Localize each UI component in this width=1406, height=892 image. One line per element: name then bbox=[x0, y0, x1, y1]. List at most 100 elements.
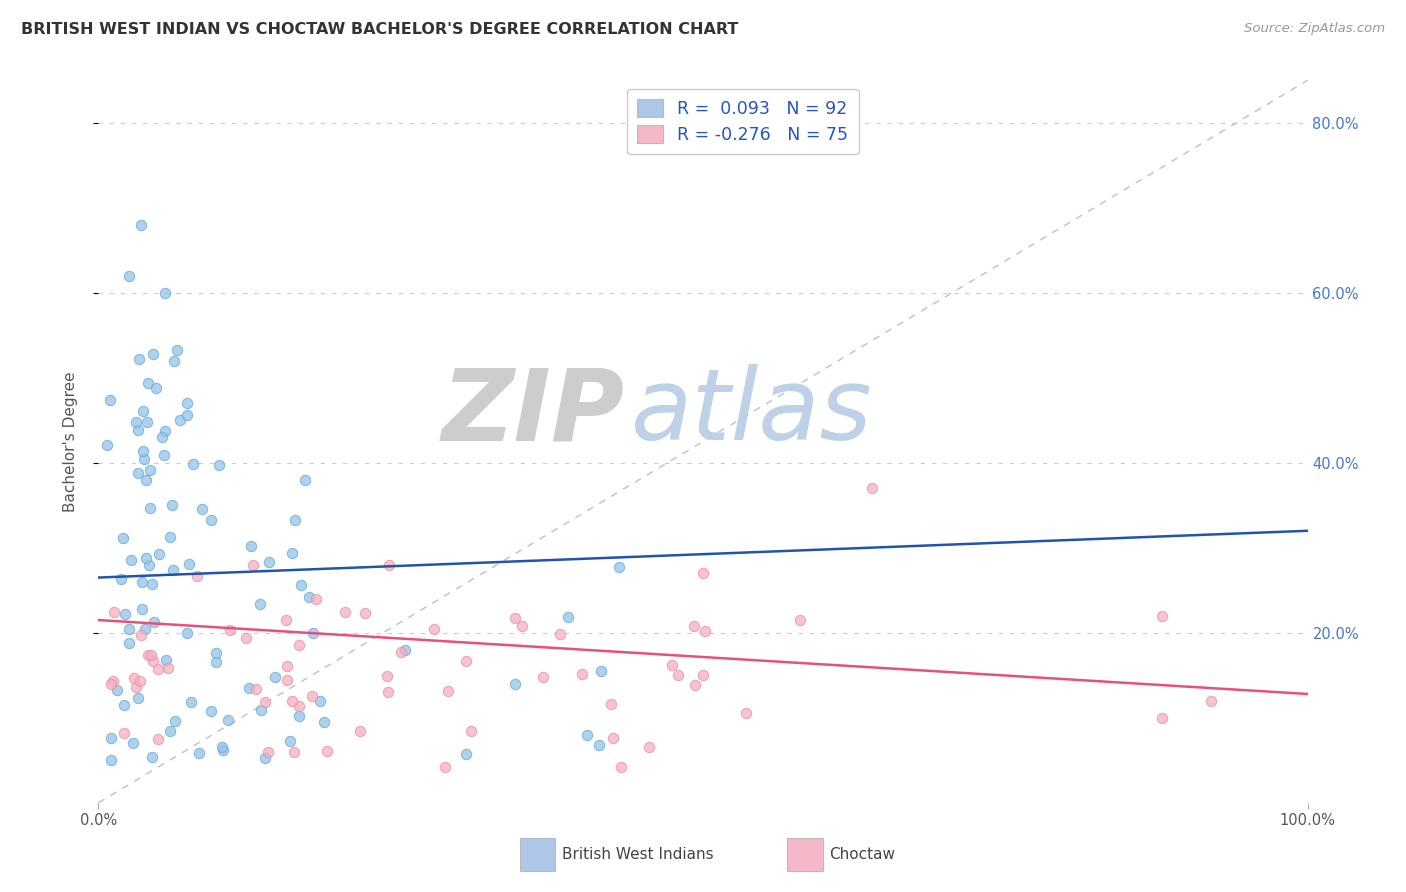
Text: Choctaw: Choctaw bbox=[830, 847, 896, 863]
Point bbox=[127, 467, 149, 481]
Point bbox=[288, 698, 311, 713]
Point bbox=[333, 605, 356, 619]
Point bbox=[245, 682, 267, 697]
Point bbox=[349, 724, 371, 739]
Point bbox=[118, 622, 141, 636]
Point bbox=[305, 591, 328, 606]
Point bbox=[505, 611, 527, 625]
Point bbox=[257, 556, 280, 570]
Point bbox=[454, 747, 477, 761]
Point bbox=[153, 424, 176, 438]
Legend: R =  0.093   N = 92, R = -0.276   N = 75: R = 0.093 N = 92, R = -0.276 N = 75 bbox=[627, 89, 859, 154]
Point bbox=[278, 734, 301, 748]
FancyBboxPatch shape bbox=[787, 838, 823, 871]
Text: Source: ZipAtlas.com: Source: ZipAtlas.com bbox=[1244, 22, 1385, 36]
Point bbox=[112, 725, 135, 739]
Point bbox=[692, 668, 714, 682]
Point bbox=[287, 708, 309, 723]
Point bbox=[683, 678, 706, 692]
Point bbox=[589, 665, 612, 679]
Point bbox=[136, 648, 159, 662]
Point bbox=[159, 531, 181, 545]
Point bbox=[274, 613, 297, 627]
Point bbox=[1152, 711, 1174, 725]
Point bbox=[136, 376, 159, 391]
Point bbox=[503, 676, 526, 690]
Point bbox=[150, 430, 173, 444]
Point bbox=[122, 671, 145, 685]
Point bbox=[735, 706, 758, 721]
Point bbox=[169, 413, 191, 427]
Point bbox=[588, 738, 610, 752]
Point bbox=[153, 285, 176, 300]
Point bbox=[456, 654, 478, 668]
Point bbox=[301, 690, 323, 704]
Point bbox=[159, 723, 181, 738]
Y-axis label: Bachelor's Degree: Bachelor's Degree bbox=[63, 371, 77, 512]
Point bbox=[105, 682, 128, 697]
Point bbox=[176, 625, 198, 640]
Point bbox=[666, 667, 689, 681]
Point bbox=[249, 597, 271, 611]
Point bbox=[290, 577, 312, 591]
Point bbox=[394, 642, 416, 657]
Point bbox=[100, 677, 122, 691]
Point bbox=[132, 404, 155, 418]
Point bbox=[211, 739, 233, 754]
Point bbox=[186, 568, 208, 582]
Point bbox=[127, 423, 149, 437]
Point bbox=[460, 724, 482, 739]
Point bbox=[423, 622, 446, 636]
Point bbox=[134, 622, 156, 636]
Point bbox=[139, 463, 162, 477]
Point bbox=[434, 760, 457, 774]
Point bbox=[249, 703, 271, 717]
Point bbox=[200, 513, 222, 527]
Point bbox=[112, 531, 135, 545]
Point bbox=[142, 654, 165, 668]
Point bbox=[110, 572, 132, 586]
Point bbox=[188, 747, 211, 761]
Point bbox=[661, 658, 683, 673]
Point bbox=[103, 605, 125, 619]
Point bbox=[160, 499, 183, 513]
Point bbox=[263, 669, 285, 683]
Point bbox=[389, 645, 412, 659]
Point bbox=[637, 740, 659, 755]
Point bbox=[253, 751, 276, 765]
Point bbox=[155, 653, 177, 667]
Point bbox=[254, 695, 277, 709]
Point bbox=[276, 673, 298, 688]
Point bbox=[437, 683, 460, 698]
Point bbox=[146, 731, 169, 746]
Point bbox=[142, 347, 165, 361]
Point bbox=[131, 627, 153, 641]
Point bbox=[281, 694, 304, 708]
Point bbox=[148, 547, 170, 561]
Point bbox=[312, 714, 335, 729]
Point bbox=[177, 557, 200, 571]
Point bbox=[146, 662, 169, 676]
Point bbox=[571, 666, 593, 681]
Text: BRITISH WEST INDIAN VS CHOCTAW BACHELOR'S DEGREE CORRELATION CHART: BRITISH WEST INDIAN VS CHOCTAW BACHELOR'… bbox=[21, 22, 738, 37]
Point bbox=[131, 574, 153, 589]
Point bbox=[162, 563, 184, 577]
Point bbox=[287, 638, 309, 652]
Point bbox=[129, 218, 152, 232]
Point bbox=[134, 451, 156, 466]
Point bbox=[238, 681, 260, 696]
Point bbox=[353, 606, 375, 620]
Point bbox=[602, 731, 624, 745]
Point bbox=[283, 745, 305, 759]
Point bbox=[531, 670, 554, 684]
Point bbox=[1152, 608, 1174, 623]
Point bbox=[302, 626, 325, 640]
Point bbox=[139, 648, 162, 662]
Point bbox=[375, 669, 398, 683]
Point bbox=[377, 685, 399, 699]
FancyBboxPatch shape bbox=[520, 838, 555, 871]
Point bbox=[127, 690, 149, 705]
Point bbox=[242, 558, 264, 572]
Point bbox=[692, 566, 714, 581]
Point bbox=[789, 613, 811, 627]
